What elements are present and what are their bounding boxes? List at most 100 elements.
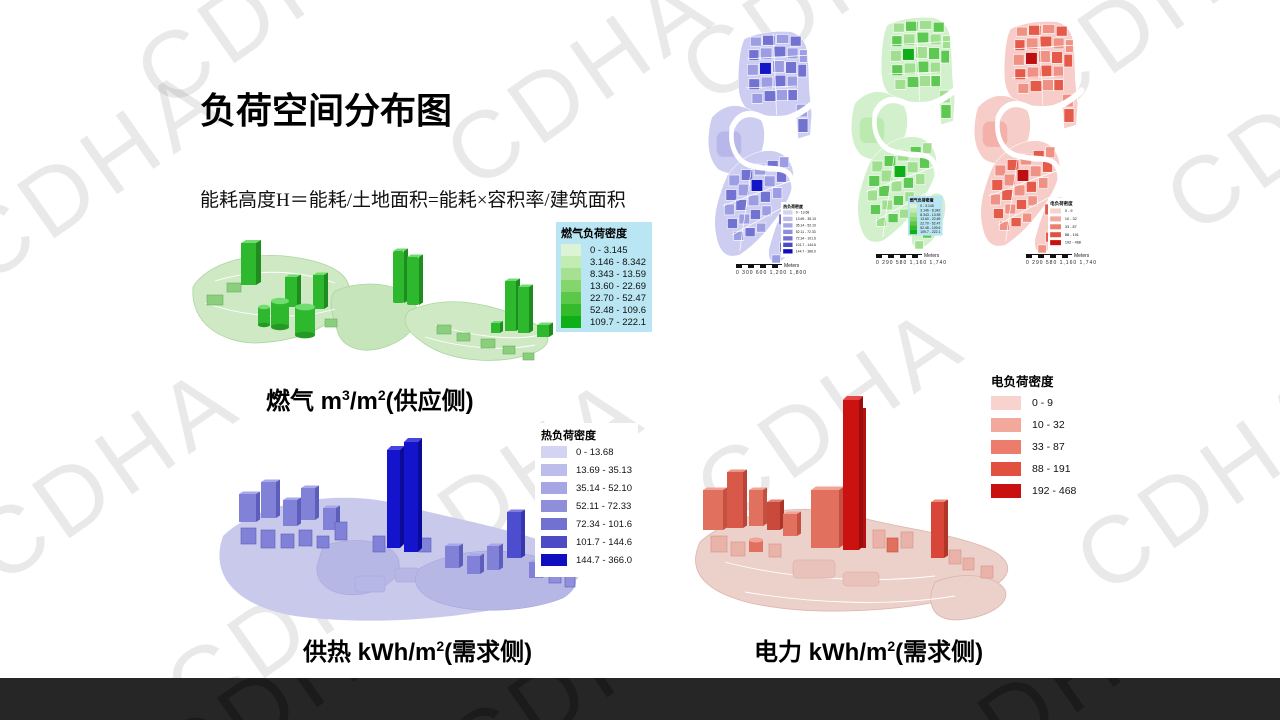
legend-row: 52.48 - 109.6 [561, 304, 646, 316]
legend-range-label: 0 - 3.145 [590, 244, 628, 256]
scale-bar-line [736, 264, 782, 268]
heat-legend: 热负荷密度 0 - 13.68 13.69 - 35.13 35.14 - 52… [535, 423, 638, 577]
gas-scale-bar: Meters 0 290 580 1,160 1,740 [876, 253, 947, 266]
heat-terrain [219, 497, 582, 621]
watermark-text: CDHA [896, 678, 1205, 720]
scale-bar-line [876, 254, 922, 258]
legend-swatch [561, 280, 581, 292]
legend-row: 0 - 9 [991, 396, 1076, 410]
legend-range-label: 72.34 - 101.6 [576, 518, 632, 530]
gas-3d-map [185, 225, 565, 385]
caption-text: 供热 kWh/m [303, 639, 437, 666]
legend-row: 72.34 - 101.6 [541, 518, 632, 530]
legend-row: 72.34 - 101.6 [783, 236, 816, 241]
legend-range-label: 0 - 13.68 [795, 210, 810, 215]
caption-text: (需求侧) [895, 639, 984, 666]
legend-row: 3.146 - 8.342 [909, 208, 941, 213]
electric-legend: 电负荷密度 0 - 9 10 - 32 33 - 87 88 - 191 192… [985, 367, 1083, 511]
legend-row: 101.7 - 144.6 [783, 242, 816, 247]
caption-text: /m [349, 388, 378, 415]
legend-swatch [909, 212, 917, 217]
legend-swatch [783, 236, 793, 241]
footer-bar: CDHA CDHA CDHA [0, 678, 1280, 720]
legend-row: 192 - 468 [1050, 240, 1081, 246]
electric-right-blocks [872, 499, 994, 579]
legend-row: 0 - 13.68 [541, 446, 632, 458]
legend-row: 33 - 87 [991, 440, 1076, 454]
legend-row: 192 - 468 [991, 484, 1076, 498]
legend-range-label: 0 - 9 [1032, 397, 1054, 409]
legend-row: 8.343 - 13.59 [909, 212, 940, 217]
legend-swatch [561, 256, 581, 268]
legend-title: 热负荷密度 [541, 430, 596, 442]
legend-row: 101.7 - 144.6 [541, 536, 632, 548]
legend-swatch [1050, 224, 1061, 230]
legend-swatch [909, 216, 917, 222]
legend-swatch [541, 464, 567, 476]
caption-text: 电力 kWh/m [754, 639, 888, 666]
legend-range-label: 33 - 87 [1064, 224, 1077, 229]
caption-sup: 3 [342, 387, 350, 403]
legend-row: 13.69 - 35.13 [541, 464, 632, 476]
scale-bar-tick-labels: 0 300 600 1,200 1,800 [736, 270, 808, 276]
legend-range-label: 10 - 32 [1032, 419, 1065, 431]
legend-range-label: 3.146 - 8.342 [590, 256, 646, 268]
legend-range-label: 13.60 - 22.69 [920, 217, 941, 222]
scale-bar-meters-label: Meters [1074, 253, 1090, 259]
heat-blocks [239, 479, 432, 553]
legend-swatch [991, 440, 1021, 454]
legend-swatch [561, 316, 581, 328]
legend-swatch [783, 242, 793, 247]
legend-range-label: 13.60 - 22.69 [590, 280, 646, 292]
legend-swatch [783, 223, 793, 228]
caption-sup: 2 [887, 638, 896, 654]
legend-range-label: 52.48 - 109.6 [920, 225, 941, 230]
heat-caption: 供热 kWh/m2(需求侧) [303, 632, 532, 667]
legend-swatch [909, 208, 917, 213]
scale-bar-tick-labels: 0 290 580 1,160 1,740 [1026, 260, 1098, 266]
legend-swatch [783, 216, 793, 222]
scale-bar-tick-labels: 0 290 580 1,160 1,740 [876, 260, 948, 266]
gas-caption: 燃气 m3/m2(供应侧) [266, 381, 474, 416]
legend-row: 52.11 - 72.33 [541, 500, 632, 512]
legend-range-label: 52.11 - 72.33 [576, 500, 632, 512]
caption-text: (供应侧) [385, 388, 474, 415]
gas-legend: 燃气负荷密度 0 - 3.145 3.146 - 8.342 8.343 - 1… [556, 222, 652, 332]
scale-bar-line [1026, 254, 1072, 258]
legend-row: 109.7 - 222.1 [561, 316, 646, 328]
electric-caption: 电力 kWh/m2(需求侧) [754, 632, 983, 667]
legend-range-label: 109.7 - 222.1 [590, 316, 646, 328]
legend-range-label: 8.343 - 13.59 [590, 268, 646, 280]
legend-row: 52.11 - 72.33 [783, 229, 816, 235]
legend-swatch [909, 221, 917, 226]
electric-blocks [703, 469, 844, 558]
legend-swatch [541, 500, 567, 512]
legend-swatch [991, 484, 1021, 498]
legend-row: 13.60 - 22.69 [561, 280, 646, 292]
legend-row: 0 - 13.68 [783, 210, 816, 215]
mini-electric-legend: 电负荷密度 0 - 9 10 - 32 33 - 87 88 - 191 192… [1048, 198, 1145, 342]
legend-row: 35.14 - 52.10 [541, 482, 632, 494]
heat-scale-bar: Meters 0 300 600 1,200 1,800 [736, 263, 807, 276]
watermark-text: CDHA [426, 0, 735, 209]
legend-range-label: 88 - 191 [1032, 463, 1071, 475]
legend-row: 52.48 - 109.6 [909, 225, 941, 230]
gas-towers [241, 240, 553, 339]
legend-row: 10 - 32 [1050, 216, 1081, 222]
legend-range-label: 3.146 - 8.342 [920, 208, 941, 213]
legend-range-label: 109.7 - 222.1 [920, 230, 941, 234]
legend-range-label: 101.7 - 144.6 [576, 536, 632, 548]
legend-swatch [991, 462, 1021, 476]
legend-row: 0 - 3.145 [561, 244, 646, 256]
legend-row: 13.60 - 22.69 [909, 216, 941, 222]
legend-range-label: 192 - 468 [1032, 485, 1077, 497]
caption-sup: 2 [377, 387, 386, 403]
watermark-text: CDHA [426, 678, 735, 720]
legend-swatch [561, 292, 581, 304]
legend-swatch [783, 229, 793, 235]
caption-sup: 2 [436, 638, 445, 654]
mini-gas-legend: 燃气负荷密度 0 - 3.145 3.146 - 8.342 8.343 - 1… [908, 196, 1004, 306]
legend-row: 144.7 - 366.0 [783, 249, 816, 254]
legend-swatch [561, 304, 581, 316]
